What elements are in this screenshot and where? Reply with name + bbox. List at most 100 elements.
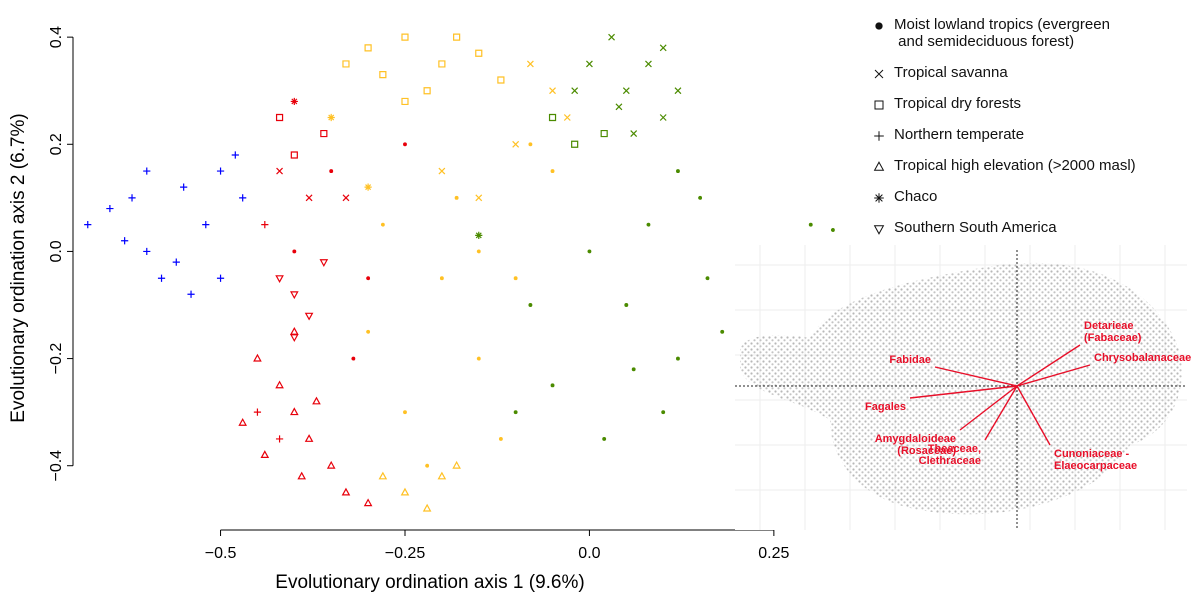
legend-item: Tropical savanna [872, 64, 1136, 95]
point [528, 142, 533, 147]
point [260, 450, 270, 458]
point [659, 44, 667, 52]
point [304, 434, 314, 442]
point [364, 44, 372, 52]
point [342, 194, 350, 202]
loading-arrow [909, 385, 1018, 399]
point [425, 463, 430, 468]
point [379, 71, 387, 79]
point [329, 169, 334, 173]
point [528, 303, 533, 307]
point [550, 169, 555, 173]
loading-arrow [959, 385, 1018, 431]
arrow-label-line: (Rosaceae) [897, 445, 956, 457]
point [363, 498, 373, 507]
point [275, 435, 284, 443]
point [475, 194, 483, 202]
point [292, 249, 297, 254]
arrow-label-line: Fagales [865, 401, 906, 413]
legend-marker [875, 22, 883, 30]
point [172, 258, 180, 266]
point [661, 410, 666, 415]
x-tick-label: 0.0 [578, 545, 600, 562]
arrow-label-line: Theaceae, [928, 443, 981, 455]
point [403, 142, 407, 147]
point [341, 487, 351, 496]
point [513, 410, 518, 415]
point [808, 222, 813, 227]
legend-marker [874, 69, 884, 79]
legend-label: Tropical dry forests [894, 95, 1021, 112]
legend-marker [874, 100, 884, 110]
point [624, 303, 629, 307]
x-tick-label: 0.25 [758, 545, 789, 562]
point [476, 356, 481, 361]
arrow-label: Theaceae, Clethraceae [919, 443, 981, 467]
point [342, 60, 350, 68]
point [571, 87, 579, 95]
legend-symbol [875, 22, 883, 30]
point [600, 129, 608, 138]
arrow-label-line: Cunoniaceae - [1054, 448, 1130, 460]
point [238, 418, 247, 426]
arrow-label-line: Fabidae [889, 354, 931, 366]
legend-label: Tropical savanna [894, 64, 1008, 81]
legend-symbol [874, 100, 884, 110]
legend-symbol [873, 225, 885, 235]
point [438, 167, 446, 175]
legend-item: Chaco [872, 188, 1136, 219]
point [608, 33, 615, 41]
point [645, 60, 652, 68]
arrow-label: Detarieae (Fabaceae) [1084, 320, 1142, 344]
point [326, 460, 336, 469]
legend-label: Northern temperate [894, 126, 1025, 143]
arrow-label: Fagales [865, 401, 906, 413]
legend-item: Moist lowland tropics (evergreen and sem… [872, 16, 1136, 64]
point [157, 274, 166, 282]
point [497, 76, 505, 84]
point [439, 276, 444, 281]
legend-marker [873, 225, 885, 235]
legend-label: Moist lowland tropics (evergreen and sem… [894, 16, 1110, 50]
point [275, 275, 284, 284]
arrow-label-line: Clethraceae [919, 455, 981, 467]
point [698, 195, 703, 200]
point [305, 194, 313, 202]
point [216, 167, 225, 175]
legend-label: Southern South America [894, 219, 1057, 236]
point [548, 113, 557, 122]
point [304, 312, 314, 321]
point [401, 33, 409, 41]
point [84, 221, 92, 229]
arrow-label-line: Detarieae [1084, 320, 1134, 332]
point [622, 87, 630, 95]
loading-arrow [984, 385, 1018, 441]
point [143, 167, 151, 175]
point [364, 183, 372, 191]
point [327, 113, 335, 122]
legend-marker [874, 131, 884, 141]
point [216, 274, 225, 282]
y-tick-label: 0.2 [48, 133, 65, 155]
loading-arrow [1016, 364, 1091, 387]
point [106, 204, 114, 213]
legend-symbol [874, 69, 884, 79]
point [453, 33, 461, 41]
loading-arrow [1016, 344, 1081, 387]
legend-marker [873, 161, 885, 171]
point [676, 356, 680, 361]
legend-label: Chaco [894, 188, 938, 205]
y-axis-label: Evolutionary ordination axis 2 (6.7%) [8, 113, 29, 422]
point [143, 247, 151, 256]
point [705, 276, 710, 281]
point [475, 231, 483, 239]
arrow-label: Cunoniaceae -Elaeocarpaceae [1054, 448, 1137, 472]
point [602, 437, 607, 441]
arrow-label-line: Amygdaloideae [875, 433, 956, 445]
point [526, 60, 534, 68]
y-tick-label: −0.4 [48, 450, 65, 482]
point [378, 471, 388, 480]
point [253, 408, 262, 416]
